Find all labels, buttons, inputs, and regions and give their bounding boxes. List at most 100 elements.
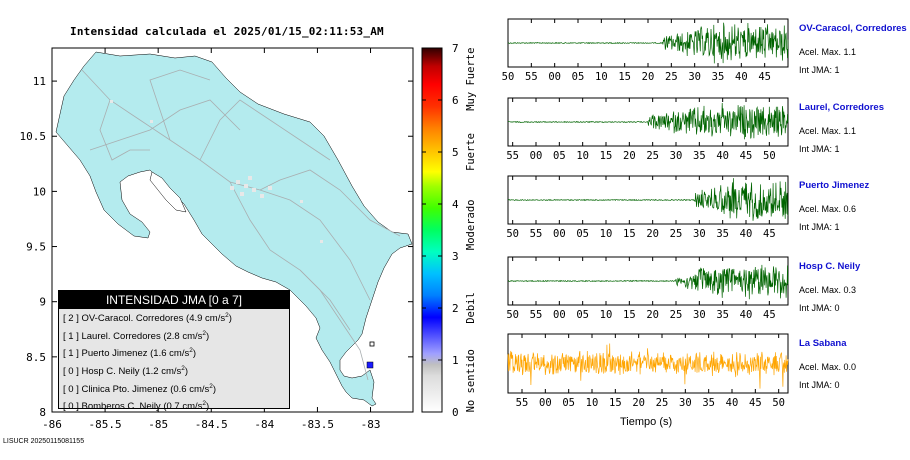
legend-entry: [ 0 ] Hosp C. Neily (1.2 cm/s2)	[59, 362, 289, 380]
map-x-tick-label: -86	[42, 418, 62, 431]
road	[89, 99, 241, 151]
legend-entry: [ 0 ] Bomberos C. Neily (0.7 cm/s2)	[59, 397, 289, 415]
waveform-tick-label: 30	[679, 397, 692, 409]
colorbar-category-label: Debil	[465, 292, 477, 324]
waveform-frame	[507, 333, 789, 394]
legend-entry-close: )	[192, 348, 196, 360]
town-marker	[320, 240, 323, 243]
road	[81, 69, 371, 301]
map-x-tick-label: -84.5	[195, 418, 228, 431]
station-int-jma: Int JMA: 0	[799, 380, 840, 390]
town-marker	[110, 100, 113, 103]
station-name: La Sabana	[799, 338, 847, 349]
waveform-frame	[507, 256, 789, 306]
station-name: OV-Caracol, Corredores	[799, 23, 907, 34]
town-marker	[236, 180, 240, 184]
waveform-tick-label: 10	[600, 309, 613, 321]
waveform-tick-label: 30	[693, 228, 706, 240]
waveform-frame	[507, 175, 789, 225]
waveform-tick-label: 50	[502, 71, 515, 83]
waveform-tick-label: 45	[740, 150, 753, 162]
map-y-tick-label: 9	[39, 296, 46, 309]
legend-entry-level: [ 0 ]	[63, 383, 79, 395]
station-int-jma: Int JMA: 1	[799, 222, 840, 232]
footer-id: LISUCR 20250115081155	[3, 438, 85, 445]
waveform-tick-label: 30	[688, 71, 701, 83]
waveform-tick-label: 20	[642, 71, 655, 83]
legend-entry-name: Clinica Pto. Jimenez	[78, 383, 171, 395]
waveform-tick-label: 55	[516, 397, 529, 409]
legend-entry-value: (4.9 cm/s	[186, 313, 226, 325]
town-marker	[150, 120, 153, 123]
waveform-tick-label: 20	[623, 150, 636, 162]
map-y-tick-label: 10	[33, 185, 46, 198]
legend-entry-name: Hosp C. Neily	[78, 366, 143, 378]
legend-entry-name: Laurel. Corredores	[78, 330, 164, 342]
waveform-trace	[507, 264, 789, 300]
map-y-tick-label: 8	[39, 406, 46, 419]
waveform-trace	[507, 178, 789, 221]
colorbar-tick-label: 6	[452, 94, 459, 107]
waveform-tick-label: 35	[712, 71, 725, 83]
waveform-tick-label: 00	[530, 150, 543, 162]
waveform-tick-label: 55	[525, 71, 538, 83]
waveform-tick-label: 45	[763, 228, 776, 240]
legend-entry-level: [ 1 ]	[63, 348, 79, 360]
colorbar-category-label: No sentido	[465, 349, 477, 412]
nicoya-gulf	[149, 171, 187, 213]
town-marker	[240, 192, 244, 196]
legend-entry-exponent: 2	[181, 364, 185, 372]
waveform-tick-label: 45	[758, 71, 771, 83]
legend-entry-level: [ 2 ]	[63, 313, 79, 325]
waveform-tick-label: 10	[595, 71, 608, 83]
waveform-tick-label: 30	[670, 150, 683, 162]
waveform-tick-label: 40	[740, 309, 753, 321]
station-marker-laurel	[369, 341, 375, 347]
map-x-tick-label: -85.5	[89, 418, 122, 431]
waveform-tick-label: 25	[656, 397, 669, 409]
waveform-tick-label: 00	[553, 309, 566, 321]
road	[299, 269, 369, 381]
map-x-tick-label: -83	[361, 418, 381, 431]
waveform-tick-label: 15	[623, 309, 636, 321]
intensity-legend: INTENSIDAD JMA [0 a 7] [ 2 ] OV-Caracol.…	[58, 290, 290, 412]
station-acel-max: Acel. Max. 1.1	[799, 126, 857, 136]
waveform-tick-label: 25	[670, 228, 683, 240]
station-int-jma: Int JMA: 1	[799, 65, 840, 75]
map-x-tick-label: -85	[148, 418, 168, 431]
town-marker	[252, 188, 256, 192]
waveform-frame	[507, 18, 789, 68]
page-title: Intensidad calculada el 2025/01/15_02:11…	[70, 25, 384, 38]
legend-entry-value: (2.8 cm/s	[163, 330, 203, 342]
waveform-trace	[508, 102, 789, 140]
waveform-tick-label: 15	[618, 71, 631, 83]
town-marker	[248, 176, 252, 180]
legend-entry: [ 1 ] Puerto Jimenez (1.6 cm/s2)	[59, 344, 289, 362]
legend-entry-exponent: 2	[209, 382, 213, 390]
road	[199, 99, 331, 161]
waveform-tick-label: 10	[600, 228, 613, 240]
road	[149, 69, 211, 141]
colorbar-tick-label: 5	[452, 146, 459, 159]
waveform-tick-label: 45	[763, 309, 776, 321]
town-markers	[110, 100, 323, 243]
legend-entry-level: [ 0 ]	[63, 366, 79, 378]
map-x-tick-label: -83.5	[301, 418, 334, 431]
colorbar-tick-label: 2	[452, 302, 459, 315]
colorbar-tick-label: 3	[452, 250, 459, 263]
waveform-tick-label: 20	[646, 228, 659, 240]
waveform-tick-label: 25	[665, 71, 678, 83]
colorbar-tick-label: 1	[452, 354, 459, 367]
waveform-tick-label: 35	[716, 309, 729, 321]
station-int-jma: Int JMA: 0	[799, 303, 840, 313]
waveform-tick-label: 10	[576, 150, 589, 162]
map-y-tick-label: 11	[33, 75, 46, 88]
legend-entry-level: [ 0 ]	[63, 401, 79, 413]
station-acel-max: Acel. Max. 0.0	[799, 362, 857, 372]
waveform-tick-label: 50	[763, 150, 776, 162]
legend-entry-close: )	[184, 366, 189, 378]
legend-entry-exponent: 2	[202, 329, 207, 337]
waveform-tick-label: 25	[646, 150, 659, 162]
colorbar-category-label: Fuerte	[465, 133, 477, 171]
colorbar-tick-label: 0	[452, 406, 459, 419]
